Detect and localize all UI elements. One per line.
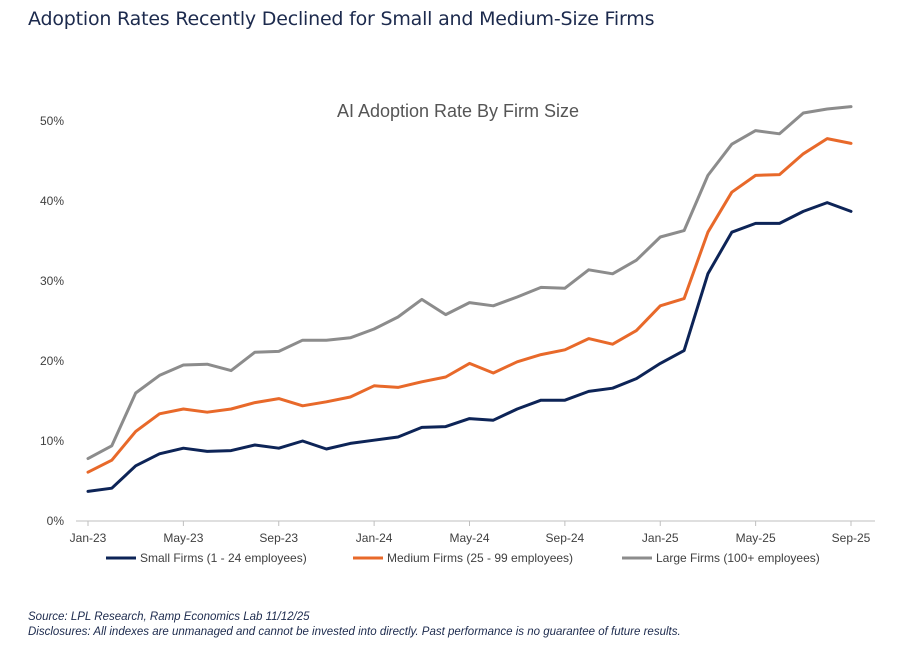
legend-label: Small Firms (1 - 24 employees) <box>140 551 307 565</box>
x-tick-label: May-25 <box>736 531 776 545</box>
series-line-medium <box>86 137 853 474</box>
y-tick-label: 40% <box>40 194 64 208</box>
y-tick-label: 10% <box>40 434 64 448</box>
y-tick-label: 0% <box>47 514 65 528</box>
x-tick-label: Jan-23 <box>70 531 107 545</box>
series-line-large <box>86 105 853 461</box>
legend: Small Firms (1 - 24 employees) Medium Fir… <box>106 551 820 565</box>
x-tick-label: Jan-24 <box>356 531 393 545</box>
y-tick-label: 30% <box>40 274 64 288</box>
source-note: Source: LPL Research, Ramp Economics Lab… <box>28 611 310 623</box>
y-axis: 0% 10% 20% 30% 40% 50% <box>40 114 64 528</box>
x-tick-label: Sep-24 <box>546 531 585 545</box>
y-tick-label: 50% <box>40 114 64 128</box>
headline: Adoption Rates Recently Declined for Sma… <box>28 8 655 30</box>
disclosure-note: Disclosures: All indexes are unmanaged a… <box>28 626 681 638</box>
series-layer <box>86 105 853 493</box>
line-chart: AI Adoption Rate By Firm Size 0% 10% 20% 30… <box>40 101 875 565</box>
x-tick-label: Sep-23 <box>259 531 298 545</box>
legend-label: Medium Firms (25 - 99 employees) <box>387 551 573 565</box>
y-tick-label: 20% <box>40 354 64 368</box>
x-tick-label: May-24 <box>449 531 489 545</box>
x-tick-label: Jan-25 <box>642 531 679 545</box>
chart-title: AI Adoption Rate By Firm Size <box>337 101 579 121</box>
x-tick-label: May-23 <box>163 531 203 545</box>
x-tick-label: Sep-25 <box>832 531 871 545</box>
series-line-small <box>86 201 853 493</box>
legend-label: Large Firms (100+ employees) <box>656 551 820 565</box>
x-axis: Jan-23 May-23 Sep-23 Jan-24 May-24 Sep-24 Jan-… <box>70 520 875 545</box>
